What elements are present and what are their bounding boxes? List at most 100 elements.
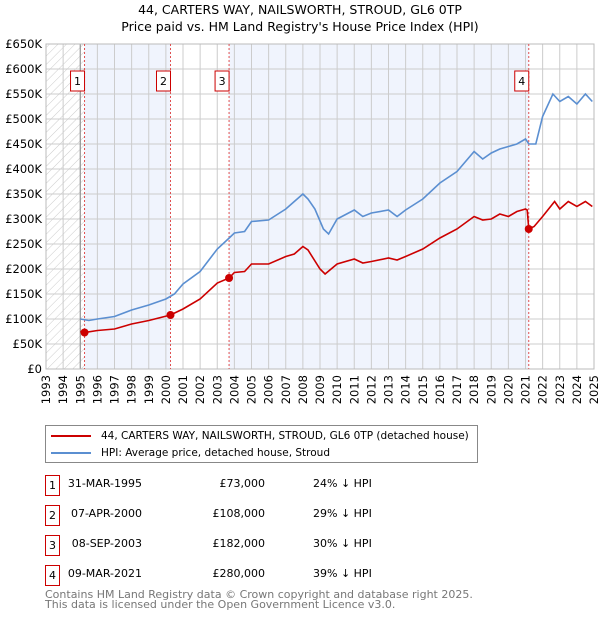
x-tick-label: 2011 [347,375,361,404]
x-tick-label: 2012 [364,375,378,404]
sale-date: 08-SEP-2003 [71,537,142,550]
legend-label-hpi: HPI: Average price, detached house, Stro… [101,447,330,459]
x-tick-label: 1994 [56,375,70,404]
y-tick-label: £0 [27,362,42,376]
x-tick-label: 1999 [142,375,156,404]
y-tick-label: £50K [13,337,43,351]
x-tick-label: 2004 [227,375,241,404]
ownership-band [229,44,529,369]
sale-date: 09-MAR-2021 [67,567,142,580]
x-tick-label: 2014 [399,375,413,404]
x-tick-label: 2020 [501,375,515,404]
x-tick-label: 2023 [553,375,567,404]
sale-price: £280,000 [212,567,266,580]
x-tick-label: 1997 [108,375,122,404]
x-tick-label: 2016 [433,375,447,404]
hpi-difference: 24% ↓ HPI [313,477,372,490]
y-tick-label: £200K [5,262,42,276]
x-tick-label: 2025 [587,375,600,404]
x-tick-label: 2022 [536,375,550,404]
x-tick-label: 1998 [125,375,139,404]
legend-item-hpi: HPI: Average price, detached house, Stro… [46,445,330,461]
y-tick-label: £550K [5,87,42,101]
x-tick-label: 2015 [416,375,430,404]
x-tick-label: 2018 [467,375,481,404]
x-tick-label: 2000 [159,375,173,404]
pre-data-hatch [46,44,85,369]
transaction-row: 4 09-MAR-2021 £280,000 39% ↓ HPI [45,565,485,586]
sale-price: £108,000 [212,507,266,520]
sale-label-badge: 1 [70,70,86,92]
plot-border [45,43,595,370]
sale-point [524,225,533,233]
x-tick-label: 1995 [73,375,87,404]
sale-marker-badge: 3 [45,535,60,556]
footer: Contains HM Land Registry data © Crown c… [45,588,473,611]
y-tick-label: £650K [5,37,42,51]
sale-price: £73,000 [219,477,266,490]
price-chart: £0 £50K £100K £150K £200K £250K £300K £350K £400… [5,37,600,404]
y-tick-label: £450K [5,137,42,151]
legend-item-property: 44, CARTERS WAY, NAILSWORTH, STROUD, GL6… [46,428,469,444]
legend-label-property: 44, CARTERS WAY, NAILSWORTH, STROUD, GL6… [101,430,469,442]
x-tick-label: 2013 [382,375,396,404]
x-tick-label: 2002 [193,375,207,404]
y-tick-label: £500K [5,112,42,126]
x-tick-label: 2001 [176,375,190,404]
sale-label-badge: 3 [214,70,230,92]
sale-point [166,311,175,319]
red-line-swatch [51,435,91,437]
sale-badge-box [514,70,530,92]
hpi-line [80,92,593,322]
x-tick-label: 2008 [296,375,310,404]
y-tick-label: £600K [5,62,42,76]
x-tick-label: 2017 [450,375,464,404]
sale-marker-badge: 2 [45,505,60,526]
transaction-row: 1 31-MAR-1995 £73,000 24% ↓ HPI [45,475,485,496]
y-tick-label: £300K [5,212,42,226]
x-tick-label: 2021 [519,375,533,404]
sale-price: £182,000 [212,537,266,550]
sale-badge-box [155,70,171,92]
sale-badge-number: 2 [160,75,167,88]
sale-badge-number: 4 [518,75,525,88]
sale-marker-badge: 1 [45,475,60,496]
sale-marker-badge: 4 [45,565,60,586]
transaction-row: 3 08-SEP-2003 £182,000 30% ↓ HPI [45,535,485,556]
chart-subtitle: Price paid vs. HM Land Registry's House … [121,19,479,34]
x-tick-label: 2009 [313,375,327,404]
x-tick-label: 2010 [330,375,344,404]
sale-point [225,274,234,282]
footer-line-2: This data is licensed under the Open Gov… [45,598,396,611]
x-tick-label: 2019 [484,375,498,404]
sale-date: 07-APR-2000 [70,507,142,520]
y-tick-label: £350K [5,187,42,201]
y-tick-label: £250K [5,237,42,251]
hpi-difference: 29% ↓ HPI [313,507,372,520]
y-tick-label: £400K [5,162,42,176]
y-tick-label: £100K [5,312,42,326]
transaction-row: 2 07-APR-2000 £108,000 29% ↓ HPI [45,505,485,526]
sale-date: 31-MAR-1995 [67,477,142,490]
x-tick-label: 2024 [570,375,584,404]
sale-badge-box [70,70,86,92]
sale-badge-box [214,70,230,92]
x-tick-label: 2006 [262,375,276,404]
hpi-difference: 39% ↓ HPI [313,567,372,580]
footer-line-1: Contains HM Land Registry data © Crown c… [45,588,473,601]
blue-line-swatch [51,452,91,454]
x-tick-label: 2005 [245,375,259,404]
x-tick-label: 1993 [39,375,53,404]
sale-badge-number: 1 [74,75,81,88]
x-tick-label: 2007 [279,375,293,404]
x-tick-label: 1996 [90,375,104,404]
ownership-band [84,44,171,369]
y-tick-label: £150K [5,287,42,301]
sale-badge-number: 3 [219,75,226,88]
sale-label-badge: 2 [155,70,171,92]
sale-label-badge: 4 [514,70,530,92]
sale-point [80,328,89,337]
legend: 44, CARTERS WAY, NAILSWORTH, STROUD, GL6… [45,425,478,463]
hpi-difference: 30% ↓ HPI [313,537,372,550]
